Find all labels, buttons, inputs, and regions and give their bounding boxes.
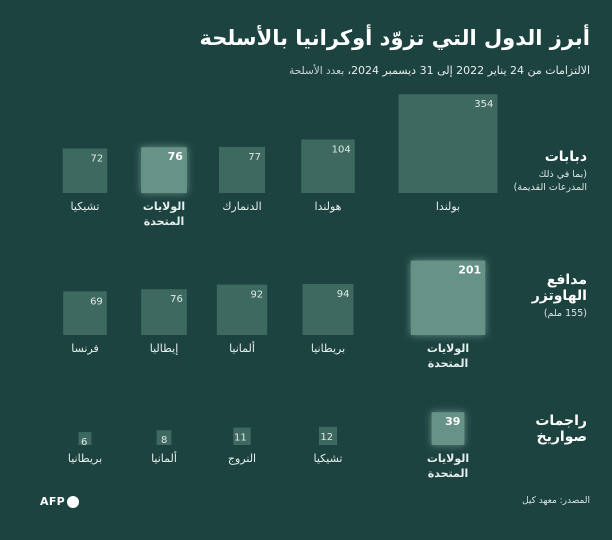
subtitle-rest: بعدد الأسلحة xyxy=(289,65,348,77)
country-label: النروج xyxy=(228,452,256,465)
afp-logo-dot-icon xyxy=(67,495,79,508)
country-label: إيطاليا xyxy=(150,342,179,355)
square-3-2 xyxy=(318,426,338,445)
afp-logo-text: AFP xyxy=(40,495,65,508)
square-1-4 xyxy=(141,147,187,193)
value-label: 72 xyxy=(91,153,104,164)
country-label: بريطانيا xyxy=(68,452,102,465)
country-label: المتحدة xyxy=(144,215,185,228)
square-2-5 xyxy=(63,291,107,335)
country-label: الدنمارك xyxy=(222,200,261,213)
country-label: تشيكيا xyxy=(71,200,100,213)
square-1-2 xyxy=(301,139,355,193)
square-2-3 xyxy=(216,284,268,335)
square-2-1 xyxy=(410,260,486,335)
value-label: 76 xyxy=(168,150,184,163)
category-note: (155 ملم) xyxy=(544,308,587,319)
subtitle-main: الالتزامات من 24 يناير 2022 إلى 31 ديسمب… xyxy=(347,64,591,77)
value-label: 6 xyxy=(81,437,87,448)
value-label: 77 xyxy=(248,152,261,163)
category-note: المدرعات القديمة) xyxy=(514,182,587,193)
square-1-3 xyxy=(218,146,266,193)
square-2-4 xyxy=(141,289,187,335)
country-label: المتحدة xyxy=(428,467,469,480)
chart-title: أبرز الدول التي تزوّد أوكرانيا بالأسلحة xyxy=(199,26,590,50)
country-label: فرنسا xyxy=(71,342,99,355)
chart-subtitle: الالتزامات من 24 يناير 2022 إلى 31 ديسمب… xyxy=(289,64,590,77)
value-label: 39 xyxy=(445,415,460,428)
square-2-2 xyxy=(302,284,354,335)
value-label: 354 xyxy=(474,99,493,110)
square-1-1 xyxy=(398,94,498,193)
value-label: 94 xyxy=(337,289,350,300)
category-note: (بما في ذلك xyxy=(539,169,587,180)
country-label: تشيكيا xyxy=(314,452,343,465)
country-label: بريطانيا xyxy=(311,342,345,355)
country-label: هولندا xyxy=(315,200,342,213)
category-label: صواريخ xyxy=(536,429,587,445)
country-label: الولايات xyxy=(143,200,185,213)
value-label: 69 xyxy=(90,296,103,307)
value-label: 201 xyxy=(458,264,481,277)
square-1-5 xyxy=(62,148,108,193)
source-note: المصدر: معهد كيل xyxy=(522,496,590,506)
category-label: راجمات xyxy=(535,413,587,429)
country-label: المتحدة xyxy=(428,357,469,370)
square-3-5 xyxy=(78,432,92,445)
square-3-1 xyxy=(431,412,465,445)
value-label: 12 xyxy=(320,432,333,443)
category-label: الهاوتزر xyxy=(531,288,587,304)
value-label: 11 xyxy=(234,433,247,444)
country-label: ألمانيا xyxy=(229,341,255,355)
square-3-3 xyxy=(233,427,251,445)
country-label: الولايات xyxy=(427,452,469,465)
value-label: 76 xyxy=(170,294,183,305)
square-3-4 xyxy=(156,430,172,445)
value-label: 92 xyxy=(250,290,263,301)
country-label: بولندا xyxy=(436,200,460,213)
category-label: دبابات xyxy=(545,149,587,165)
category-label: مدافع xyxy=(547,272,587,288)
value-label: 104 xyxy=(332,144,351,155)
afp-logo: AFP xyxy=(40,495,79,508)
country-label: الولايات xyxy=(427,342,469,355)
country-label: ألمانيا xyxy=(151,451,177,465)
value-label: 8 xyxy=(161,435,167,446)
